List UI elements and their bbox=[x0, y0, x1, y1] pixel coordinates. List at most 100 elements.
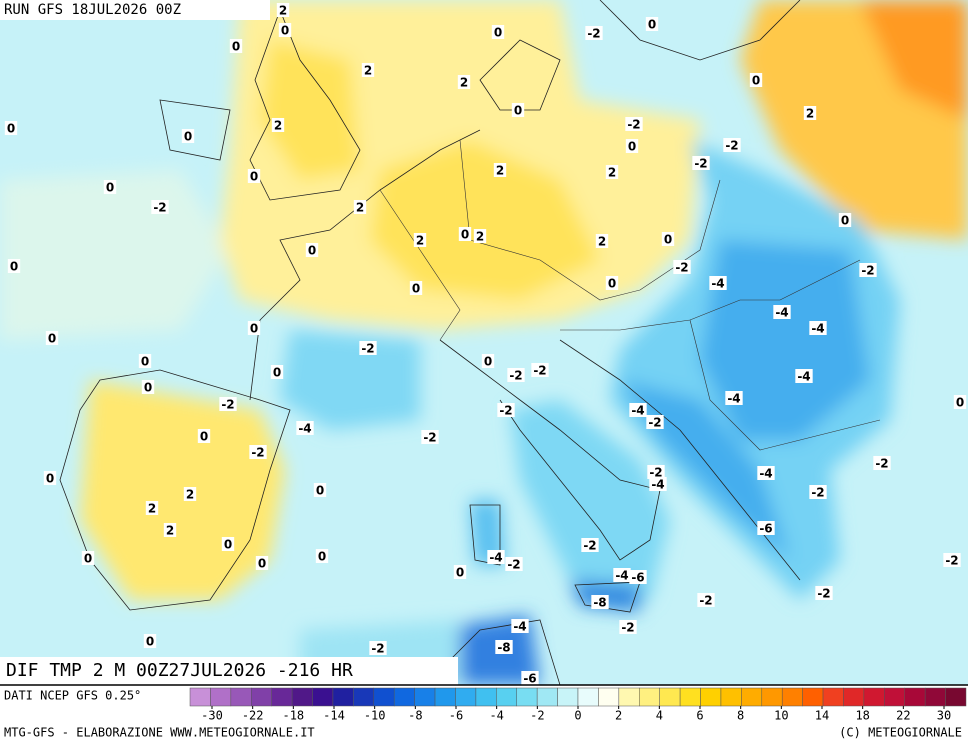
contour-label: 2 bbox=[148, 502, 156, 516]
contour-label-bg bbox=[531, 363, 549, 377]
contour-label-bg bbox=[413, 233, 427, 247]
color-legend: -30 -22 -18 -14 -10 -8 -6 -4 -2 0 2 4 6 8 10 14 18 22 30 bbox=[189, 687, 967, 723]
contour-label-bg bbox=[278, 23, 292, 37]
contour-label-bg bbox=[229, 39, 243, 53]
coastlines bbox=[59, 0, 801, 685]
contour-label-bg bbox=[649, 477, 667, 491]
contour-label: -2 bbox=[861, 264, 874, 278]
contour-label-bg bbox=[7, 259, 21, 273]
contour-label: -2 bbox=[423, 431, 436, 445]
contour-label: 0 bbox=[956, 396, 964, 410]
contour-label-bg bbox=[613, 568, 631, 582]
contour-label: 0 bbox=[752, 74, 760, 88]
legend-swatch bbox=[414, 687, 436, 707]
contour-label-bg bbox=[647, 465, 665, 479]
legend-swatch bbox=[434, 687, 456, 707]
contour-label: -6 bbox=[631, 571, 644, 585]
contour-label-bg bbox=[757, 466, 775, 480]
contour-label: 0 bbox=[461, 228, 469, 242]
contour-label-bg bbox=[815, 586, 833, 600]
contour-label-bg bbox=[943, 553, 961, 567]
legend-swatch bbox=[700, 687, 722, 707]
contour-label: 0 bbox=[144, 381, 152, 395]
contour-label: -2 bbox=[221, 398, 234, 412]
contour-label-bg bbox=[505, 557, 523, 571]
legend-swatch bbox=[353, 687, 375, 707]
contour-label: 0 bbox=[608, 277, 616, 291]
legend-tick-label: 2 bbox=[615, 709, 622, 723]
contour-label-bg bbox=[859, 263, 877, 277]
contour-label-bg bbox=[247, 169, 261, 183]
contour-label: 0 bbox=[48, 332, 56, 346]
contour-label: 0 bbox=[258, 557, 266, 571]
contour-label-bg bbox=[507, 368, 525, 382]
contour-label: 0 bbox=[10, 260, 18, 274]
contour-label: -4 bbox=[651, 478, 664, 492]
contour-label-bg bbox=[605, 276, 619, 290]
legend-swatch bbox=[230, 687, 252, 707]
contour-label: 2 bbox=[364, 64, 372, 78]
contour-label-bg bbox=[521, 671, 539, 685]
contour-label-bg bbox=[487, 550, 505, 564]
contour-label-bg bbox=[43, 471, 57, 485]
contour-label: -2 bbox=[507, 558, 520, 572]
contour-label: 2 bbox=[186, 488, 194, 502]
legend-tick-label: 6 bbox=[696, 709, 703, 723]
contour-label: -2 bbox=[649, 466, 662, 480]
contour-label: 2 bbox=[416, 234, 424, 248]
contour-label-bg bbox=[838, 213, 852, 227]
contour-label-bg bbox=[457, 75, 471, 89]
legend-tick-label: 18 bbox=[855, 709, 869, 723]
legend-swatch bbox=[516, 687, 538, 707]
contour-label: 0 bbox=[7, 122, 15, 136]
legend-tick-label: -2 bbox=[530, 709, 544, 723]
legend-swatch bbox=[863, 687, 885, 707]
contour-label-bg bbox=[421, 430, 439, 444]
contour-label: 0 bbox=[412, 282, 420, 296]
contour-label-bg bbox=[809, 321, 827, 335]
contour-label-bg bbox=[197, 429, 211, 443]
contour-label: -2 bbox=[648, 416, 661, 430]
legend-swatch bbox=[761, 687, 783, 707]
contour-label-bg bbox=[595, 234, 609, 248]
contour-label-bg bbox=[629, 403, 647, 417]
contour-label: 0 bbox=[494, 26, 502, 40]
legend-swatch bbox=[639, 687, 660, 707]
contour-label: -2 bbox=[725, 139, 738, 153]
contour-label: -4 bbox=[775, 306, 788, 320]
contour-label: -6 bbox=[759, 522, 772, 536]
contour-label: -4 bbox=[615, 569, 628, 583]
legend-swatch bbox=[781, 687, 803, 707]
contour-label-bg bbox=[181, 129, 195, 143]
contour-label-bg bbox=[511, 619, 529, 633]
contour-label: -2 bbox=[499, 404, 512, 418]
contour-label: 2 bbox=[356, 201, 364, 215]
legend-swatch bbox=[271, 687, 293, 707]
contour-label-bg bbox=[453, 565, 467, 579]
footer-left: MTG-GFS - ELABORAZIONE WWW.METEOGIORNALE… bbox=[4, 726, 315, 740]
contour-label: 2 bbox=[274, 119, 282, 133]
legend-swatch bbox=[496, 687, 517, 707]
contour-label-bg bbox=[141, 380, 155, 394]
contour-label: -2 bbox=[361, 342, 374, 356]
contour-label: 0 bbox=[484, 355, 492, 369]
legend-swatch bbox=[945, 687, 967, 707]
contour-label-bg bbox=[629, 570, 647, 584]
legend-tick-label: 10 bbox=[774, 709, 788, 723]
contour-label-bg bbox=[143, 634, 157, 648]
legend-swatch bbox=[884, 687, 905, 707]
footer-right: (C) METEOGIORNALE bbox=[839, 726, 962, 740]
legend-tick-label: -4 bbox=[489, 709, 503, 723]
legend-swatch bbox=[843, 687, 865, 707]
contour-label: -4 bbox=[711, 277, 724, 291]
contour-label: 0 bbox=[200, 430, 208, 444]
legend-source: DATI NCEP GFS 0.25° bbox=[4, 689, 141, 703]
legend-swatch bbox=[332, 687, 354, 707]
contour-label: -2 bbox=[583, 539, 596, 553]
contour-label: -2 bbox=[875, 457, 888, 471]
contour-label: -2 bbox=[694, 157, 707, 171]
contour-label: 2 bbox=[460, 76, 468, 90]
legend-swatch bbox=[312, 687, 334, 707]
